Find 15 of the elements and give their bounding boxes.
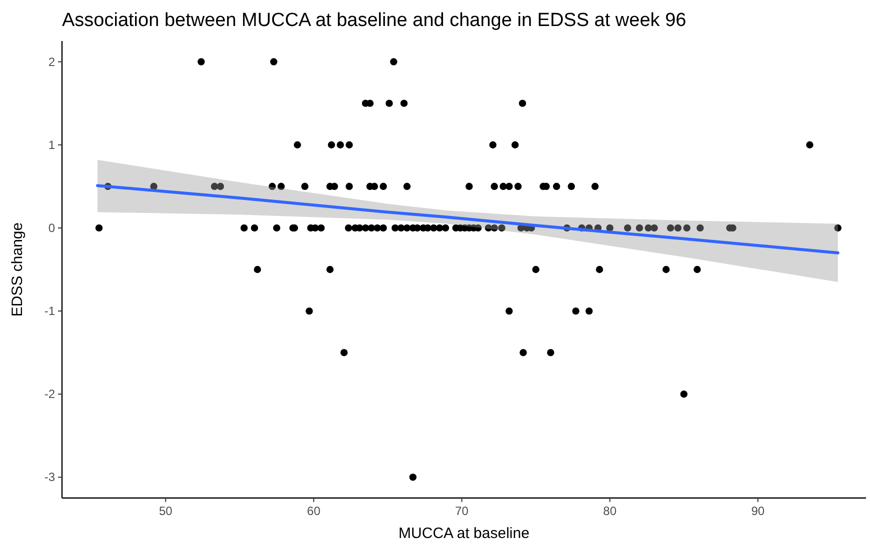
x-tick-label: 50 (158, 504, 173, 518)
y-tick-label: -2 (44, 387, 56, 402)
y-tick-label: -3 (44, 470, 56, 484)
y-axis-title: EDSS change (9, 222, 26, 317)
x-tick-label: 90 (751, 504, 765, 518)
y-tick-label: 0 (48, 220, 56, 235)
x-axis-title: MUCCA at baseline (398, 525, 530, 542)
chart-title: Association between MUCCA at baseline and change in EDSS at week 96 (62, 10, 686, 31)
x-tick-label: 70 (455, 504, 469, 518)
line-series (96, 184, 840, 254)
y-tick-label: -1 (44, 304, 56, 318)
x-tick-label: 80 (603, 504, 617, 518)
y-tick-label: 1 (48, 138, 56, 152)
x-tick-label: 60 (307, 504, 321, 518)
y-tick-label: 2 (48, 54, 56, 69)
